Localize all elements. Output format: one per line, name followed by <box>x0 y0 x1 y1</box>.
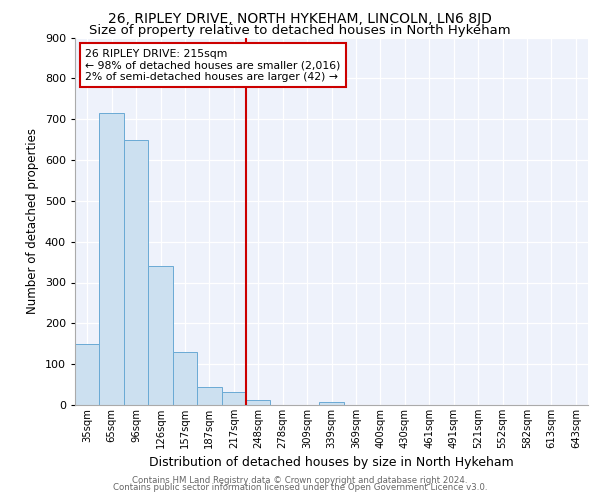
Bar <box>246 400 271 405</box>
Bar <box>319 402 344 405</box>
Y-axis label: Number of detached properties: Number of detached properties <box>26 128 39 314</box>
Text: Contains HM Land Registry data © Crown copyright and database right 2024.: Contains HM Land Registry data © Crown c… <box>132 476 468 485</box>
Bar <box>124 140 148 405</box>
Bar <box>75 344 100 405</box>
Text: Size of property relative to detached houses in North Hykeham: Size of property relative to detached ho… <box>89 24 511 37</box>
Bar <box>100 113 124 405</box>
Text: Contains public sector information licensed under the Open Government Licence v3: Contains public sector information licen… <box>113 484 487 492</box>
Text: 26, RIPLEY DRIVE, NORTH HYKEHAM, LINCOLN, LN6 8JD: 26, RIPLEY DRIVE, NORTH HYKEHAM, LINCOLN… <box>108 12 492 26</box>
Text: 26 RIPLEY DRIVE: 215sqm
← 98% of detached houses are smaller (2,016)
2% of semi-: 26 RIPLEY DRIVE: 215sqm ← 98% of detache… <box>85 48 341 82</box>
X-axis label: Distribution of detached houses by size in North Hykeham: Distribution of detached houses by size … <box>149 456 514 469</box>
Bar <box>221 392 246 405</box>
Bar <box>197 388 221 405</box>
Bar <box>173 352 197 405</box>
Bar <box>148 266 173 405</box>
